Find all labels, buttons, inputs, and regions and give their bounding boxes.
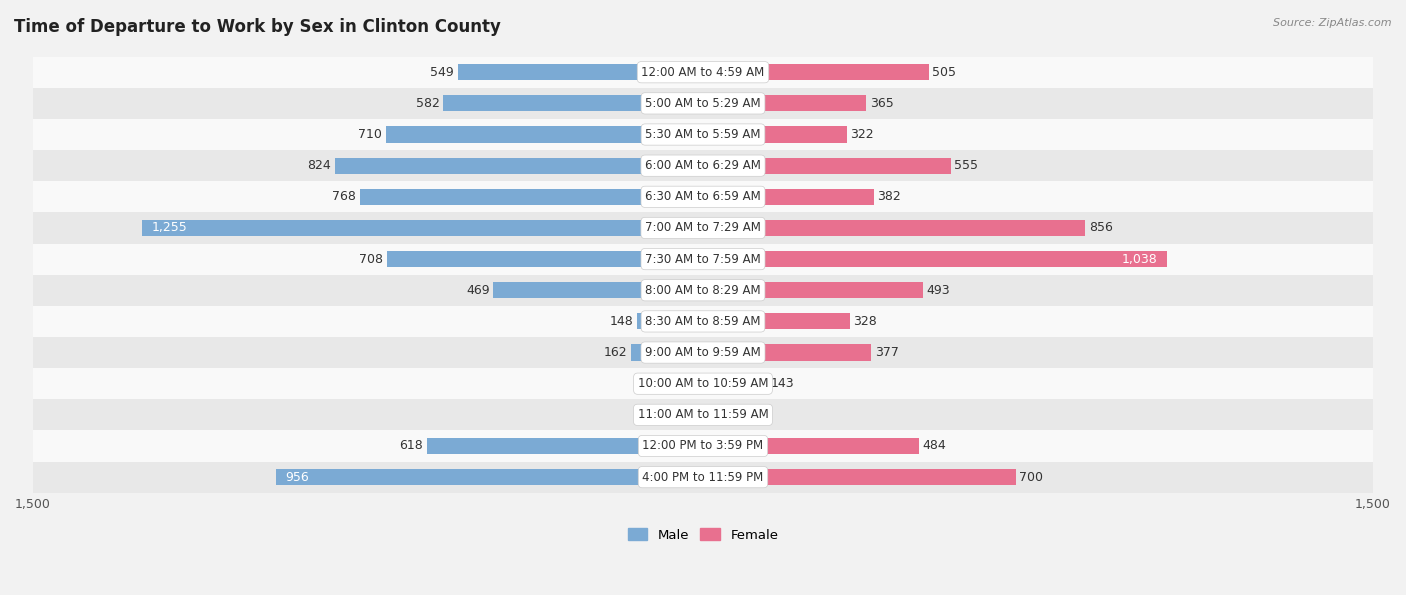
Text: 555: 555 xyxy=(955,159,979,172)
Bar xyxy=(32,430,1374,462)
Bar xyxy=(458,64,703,80)
Text: 484: 484 xyxy=(922,440,946,452)
Bar xyxy=(427,438,703,454)
Text: Time of Departure to Work by Sex in Clinton County: Time of Departure to Work by Sex in Clin… xyxy=(14,18,501,36)
Bar xyxy=(385,126,703,143)
Bar xyxy=(637,314,703,330)
Text: 8:30 AM to 8:59 AM: 8:30 AM to 8:59 AM xyxy=(645,315,761,328)
Bar xyxy=(32,368,1374,399)
Text: 328: 328 xyxy=(853,315,877,328)
Text: 700: 700 xyxy=(1019,471,1043,484)
Bar xyxy=(32,399,1374,430)
Bar xyxy=(703,251,1167,267)
Bar xyxy=(699,407,703,423)
Text: 7:00 AM to 7:29 AM: 7:00 AM to 7:29 AM xyxy=(645,221,761,234)
Text: 377: 377 xyxy=(875,346,898,359)
Text: 162: 162 xyxy=(603,346,627,359)
Text: 382: 382 xyxy=(877,190,901,203)
Bar xyxy=(703,189,873,205)
Text: 708: 708 xyxy=(359,253,384,265)
Bar xyxy=(32,337,1374,368)
Bar xyxy=(703,282,924,298)
Text: 956: 956 xyxy=(285,471,309,484)
Bar xyxy=(703,64,928,80)
Text: 618: 618 xyxy=(399,440,423,452)
Bar xyxy=(703,158,950,174)
Text: 469: 469 xyxy=(467,284,489,297)
Bar xyxy=(32,212,1374,243)
Bar xyxy=(703,469,1015,486)
Text: 493: 493 xyxy=(927,284,950,297)
Text: 11: 11 xyxy=(679,408,695,421)
Bar xyxy=(32,150,1374,181)
Bar xyxy=(32,181,1374,212)
Text: 5:00 AM to 5:29 AM: 5:00 AM to 5:29 AM xyxy=(645,97,761,110)
Text: 710: 710 xyxy=(359,128,382,141)
Bar xyxy=(703,438,920,454)
Text: 1,255: 1,255 xyxy=(152,221,187,234)
Bar xyxy=(32,462,1374,493)
Legend: Male, Female: Male, Female xyxy=(623,523,783,547)
Bar xyxy=(679,375,703,392)
Bar xyxy=(32,119,1374,150)
Bar xyxy=(32,306,1374,337)
Text: 11:00 AM to 11:59 AM: 11:00 AM to 11:59 AM xyxy=(638,408,768,421)
Bar xyxy=(32,243,1374,275)
Bar xyxy=(703,95,866,111)
Text: 6:00 AM to 6:29 AM: 6:00 AM to 6:29 AM xyxy=(645,159,761,172)
Text: 549: 549 xyxy=(430,65,454,79)
Text: 68: 68 xyxy=(737,408,752,421)
Bar xyxy=(276,469,703,486)
Text: 8:00 AM to 8:29 AM: 8:00 AM to 8:29 AM xyxy=(645,284,761,297)
Bar xyxy=(32,275,1374,306)
Text: 55: 55 xyxy=(659,377,675,390)
Bar xyxy=(443,95,703,111)
Text: 582: 582 xyxy=(416,97,440,110)
Bar xyxy=(494,282,703,298)
Bar xyxy=(142,220,703,236)
Text: 322: 322 xyxy=(851,128,875,141)
Bar xyxy=(703,375,766,392)
Bar xyxy=(32,88,1374,119)
Text: 1,038: 1,038 xyxy=(1122,253,1157,265)
Bar xyxy=(335,158,703,174)
Text: 824: 824 xyxy=(308,159,332,172)
Bar xyxy=(703,220,1085,236)
Text: 5:30 AM to 5:59 AM: 5:30 AM to 5:59 AM xyxy=(645,128,761,141)
Text: 4:00 PM to 11:59 PM: 4:00 PM to 11:59 PM xyxy=(643,471,763,484)
Bar xyxy=(703,407,734,423)
Text: 12:00 PM to 3:59 PM: 12:00 PM to 3:59 PM xyxy=(643,440,763,452)
Text: 6:30 AM to 6:59 AM: 6:30 AM to 6:59 AM xyxy=(645,190,761,203)
Bar xyxy=(360,189,703,205)
Text: 148: 148 xyxy=(610,315,633,328)
Text: 505: 505 xyxy=(932,65,956,79)
Text: 12:00 AM to 4:59 AM: 12:00 AM to 4:59 AM xyxy=(641,65,765,79)
Text: 768: 768 xyxy=(332,190,356,203)
Text: 856: 856 xyxy=(1090,221,1112,234)
Bar xyxy=(32,57,1374,88)
Bar xyxy=(703,314,849,330)
Text: Source: ZipAtlas.com: Source: ZipAtlas.com xyxy=(1274,18,1392,28)
Text: 143: 143 xyxy=(770,377,794,390)
Bar xyxy=(703,345,872,361)
Text: 7:30 AM to 7:59 AM: 7:30 AM to 7:59 AM xyxy=(645,253,761,265)
Bar xyxy=(631,345,703,361)
Bar xyxy=(387,251,703,267)
Text: 365: 365 xyxy=(870,97,893,110)
Text: 10:00 AM to 10:59 AM: 10:00 AM to 10:59 AM xyxy=(638,377,768,390)
Text: 9:00 AM to 9:59 AM: 9:00 AM to 9:59 AM xyxy=(645,346,761,359)
Bar xyxy=(703,126,846,143)
